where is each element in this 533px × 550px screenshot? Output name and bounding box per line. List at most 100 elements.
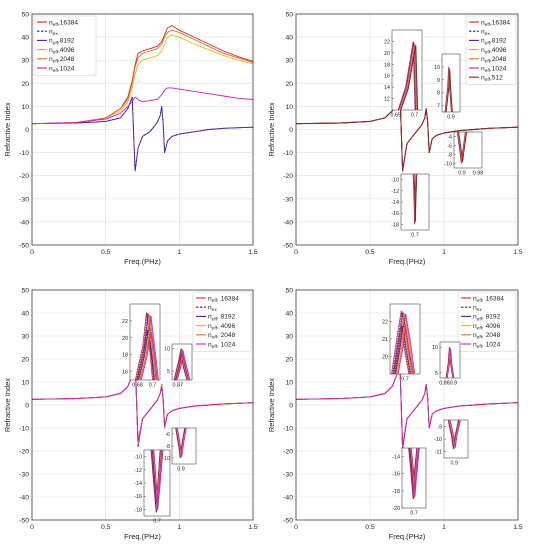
inset-y-tick-label: -16 bbox=[134, 494, 142, 500]
y-tick-label: 20 bbox=[285, 81, 293, 88]
legend: neff,16384nexneff,8192neff,4096neff,2048… bbox=[465, 15, 517, 85]
y-tick-label: 40 bbox=[21, 311, 29, 318]
inset-series-line bbox=[400, 44, 418, 110]
legend-entry: neff, 8192 bbox=[473, 314, 501, 323]
legend-entry: neff,8192 bbox=[481, 38, 507, 47]
inset-y-tick-label: 20 bbox=[384, 51, 390, 57]
y-tick-label: 30 bbox=[21, 58, 29, 65]
x-tick-label: 1.5 bbox=[248, 249, 258, 256]
y-tick-label: 0 bbox=[25, 403, 29, 410]
inset-2: 5 10 0.87 bbox=[164, 343, 193, 389]
y-tick-label: -40 bbox=[283, 495, 293, 502]
inset-series-line bbox=[153, 450, 163, 501]
inset-2: 7 8 9 10 0.9 bbox=[434, 53, 461, 121]
legend-entry: nex bbox=[208, 305, 217, 314]
inset-y-tick-label: 9 bbox=[437, 78, 440, 84]
inset-series-line bbox=[445, 69, 453, 112]
legend-entry: neff, 2048 bbox=[473, 332, 501, 341]
y-tick-label: 30 bbox=[21, 334, 29, 341]
inset-y-tick-label: 18 bbox=[122, 353, 128, 359]
series-line-6 bbox=[32, 363, 253, 443]
y-tick-label: 20 bbox=[21, 81, 29, 88]
y-tick-label: 10 bbox=[21, 380, 29, 387]
y-tick-label: -20 bbox=[19, 173, 29, 180]
series-group bbox=[32, 353, 253, 447]
inset-y-tick-label: 7 bbox=[437, 104, 440, 110]
inset-y-tick-label: -18 bbox=[391, 222, 399, 228]
y-tick-label: -50 bbox=[19, 243, 29, 250]
inset-y-tick-label: -14 bbox=[391, 200, 399, 206]
x-tick-label: 1.5 bbox=[513, 524, 523, 531]
inset-y-tick-label: 22 bbox=[384, 39, 390, 45]
series-line-7 bbox=[296, 80, 518, 172]
inset-y-tick-label: -10 bbox=[134, 455, 142, 461]
inset-y-tick-label: 12 bbox=[384, 97, 390, 103]
inset-y-tick-label: 22 bbox=[122, 319, 128, 325]
y-tick-label: -10 bbox=[283, 426, 293, 433]
inset-series-line bbox=[397, 327, 414, 374]
x-tick-label: 0 bbox=[30, 249, 34, 256]
inset-series-line bbox=[394, 325, 410, 374]
legend-entry: neff,512 bbox=[481, 75, 503, 84]
inset-1: 16 18 20 22 0.68 0.7 bbox=[122, 303, 161, 389]
inset-y-tick-label: -11 bbox=[435, 450, 442, 456]
inset-y-tick-label: 20 bbox=[122, 336, 128, 342]
legend-entry: neff,2048 bbox=[49, 56, 75, 65]
y-tick-label: -20 bbox=[19, 449, 29, 456]
inset-series-line bbox=[134, 312, 155, 380]
axes-frame bbox=[295, 289, 519, 521]
y-tick-label: 0 bbox=[25, 127, 29, 134]
series-group bbox=[296, 80, 518, 172]
y-tick-label: 10 bbox=[285, 104, 293, 111]
x-axis-label: Freq.(PHz) bbox=[124, 532, 161, 541]
y-tick-label: 50 bbox=[21, 288, 29, 295]
inset-y-tick-label: -6 bbox=[447, 144, 452, 150]
inset-1: 20 21 22 0.7 bbox=[382, 303, 421, 383]
x-tick-label: 1.5 bbox=[513, 249, 523, 256]
inset-series-line bbox=[446, 348, 455, 378]
chart-panel-1: -50 -40 -30 -20 -10 0 10 20 30 40 50 0 0.5 1 1.5 Freq.(… bbox=[3, 12, 258, 267]
x-axis-label: Freq.(PHz) bbox=[389, 532, 426, 541]
inset-y-tick-label: 8 bbox=[437, 91, 440, 97]
inset-y-tick-label: -4 bbox=[447, 135, 452, 141]
inset-y-tick-label: 10 bbox=[164, 347, 170, 353]
inset-3: -18 -16 -14 -12 -10 0.7 bbox=[134, 449, 171, 525]
inset-2: 5 10 0.86 0.9 bbox=[432, 341, 461, 387]
inset-y-tick-label: 14 bbox=[384, 85, 390, 91]
x-tick-label: 1 bbox=[442, 249, 446, 256]
y-tick-label: -40 bbox=[19, 219, 29, 226]
y-tick-label: -50 bbox=[283, 243, 293, 250]
axes-frame bbox=[31, 289, 254, 521]
inset-series-line bbox=[140, 331, 158, 380]
series-line-1 bbox=[32, 25, 253, 125]
y-tick-label: -50 bbox=[283, 518, 293, 525]
y-axis-label: Refractive Index bbox=[267, 102, 276, 156]
x-tick-label: 1.5 bbox=[248, 524, 258, 531]
inset-x-tick-label: 0.9 bbox=[450, 381, 458, 387]
inset-4: -10 -8 -6 -4 0.9 0.98 bbox=[444, 131, 483, 177]
inset-x-tick-label: 0.68 bbox=[132, 383, 143, 389]
inset-y-tick-label: -8 bbox=[447, 153, 452, 159]
inset-series-line bbox=[449, 420, 461, 448]
inset-x-tick-label: 0.9 bbox=[177, 467, 185, 473]
y-tick-label: -40 bbox=[19, 495, 29, 502]
x-tick-label: 0.5 bbox=[365, 524, 375, 531]
inset-series-line bbox=[139, 330, 156, 380]
inset-y-tick-label: -12 bbox=[391, 189, 399, 195]
legend-entry: nex bbox=[473, 305, 482, 314]
inset-y-tick-label: -10 bbox=[434, 437, 442, 443]
inset-series-line bbox=[397, 41, 416, 110]
inset-y-tick-label: 16 bbox=[122, 370, 128, 376]
inset-series-line bbox=[413, 174, 418, 222]
series-line-5 bbox=[32, 29, 253, 125]
inset-y-tick-label: -10 bbox=[391, 178, 399, 184]
inset-series-line bbox=[399, 44, 418, 110]
y-axis-label: Refractive Index bbox=[3, 102, 12, 156]
inset-y-tick-label: -8 bbox=[165, 444, 170, 450]
legend-entry: neff, 8192 bbox=[208, 314, 236, 323]
inset-series-line bbox=[410, 448, 419, 489]
y-tick-label: 40 bbox=[285, 311, 293, 318]
y-tick-label: -30 bbox=[283, 196, 293, 203]
inset-y-tick-label: -20 bbox=[392, 506, 400, 512]
x-tick-label: 0 bbox=[294, 524, 298, 531]
